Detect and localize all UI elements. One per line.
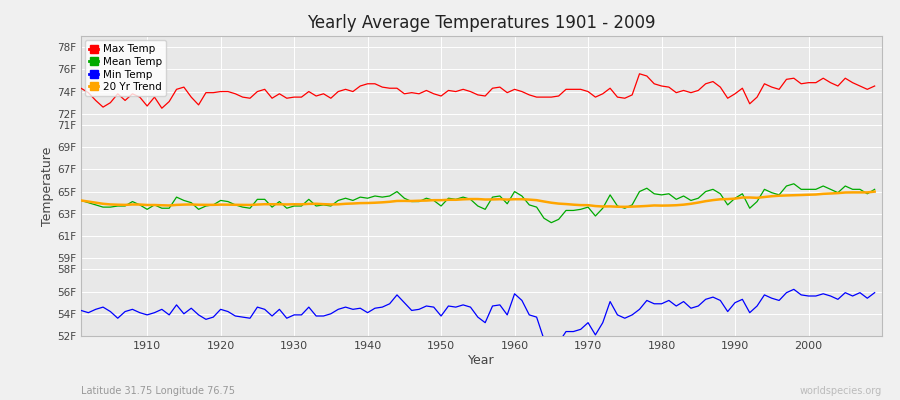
Legend: Max Temp, Mean Temp, Min Temp, 20 Yr Trend: Max Temp, Mean Temp, Min Temp, 20 Yr Tre… [86, 40, 166, 96]
Text: worldspecies.org: worldspecies.org [800, 386, 882, 396]
Title: Yearly Average Temperatures 1901 - 2009: Yearly Average Temperatures 1901 - 2009 [307, 14, 656, 32]
Text: Latitude 31.75 Longitude 76.75: Latitude 31.75 Longitude 76.75 [81, 386, 235, 396]
Y-axis label: Temperature: Temperature [41, 146, 54, 226]
X-axis label: Year: Year [468, 354, 495, 367]
